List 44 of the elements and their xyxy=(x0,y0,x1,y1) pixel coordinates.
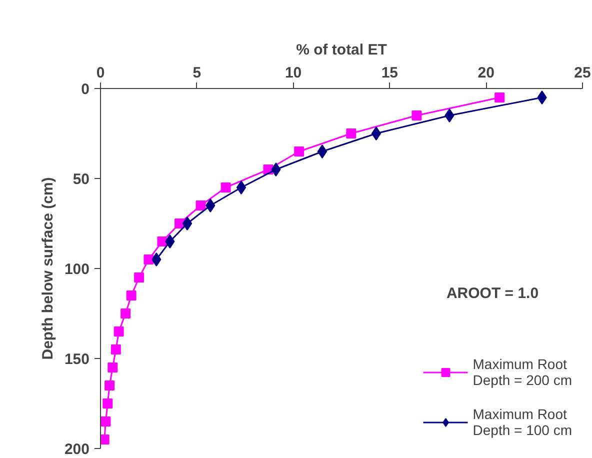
x-tick-label: 20 xyxy=(478,64,494,82)
point xyxy=(206,198,216,212)
point xyxy=(110,344,121,354)
y-tick-label: 150 xyxy=(64,351,90,368)
point xyxy=(494,92,505,102)
x-axis-title: % of total ET xyxy=(296,42,387,58)
x-tick-label: 15 xyxy=(381,64,398,82)
y-axis-title: Depth below surface (cm) xyxy=(39,177,56,360)
point xyxy=(412,110,422,120)
legend-label: Maximum Root Depth = 200 cm xyxy=(472,356,572,388)
point xyxy=(144,254,154,264)
legend-label: Maximum Root Depth = 100 cm xyxy=(472,406,572,438)
point xyxy=(100,416,111,426)
y-tick-label: 200 xyxy=(64,441,90,458)
point xyxy=(271,162,281,176)
point xyxy=(294,146,304,156)
y-tick-label: 0 xyxy=(81,81,90,98)
x-tick-label: 0 xyxy=(96,64,105,82)
point xyxy=(537,90,547,104)
point xyxy=(100,434,110,444)
point xyxy=(165,234,175,248)
x-tick-label: 5 xyxy=(192,64,202,82)
point xyxy=(134,272,144,282)
point xyxy=(152,252,162,266)
point xyxy=(126,290,136,300)
point xyxy=(108,362,118,372)
y-tick-label: 50 xyxy=(72,171,90,188)
point xyxy=(182,216,192,230)
x-tick-label: 10 xyxy=(284,64,302,82)
point xyxy=(120,308,131,318)
point xyxy=(157,236,168,246)
point xyxy=(102,398,113,408)
point xyxy=(346,128,356,138)
x-tick-label: 25 xyxy=(574,64,591,82)
point xyxy=(196,200,206,210)
annotation: AROOT = 1.0 xyxy=(446,285,539,302)
point xyxy=(104,380,115,390)
point xyxy=(220,182,231,192)
y-tick-label: 100 xyxy=(64,261,90,278)
point xyxy=(444,108,454,122)
point xyxy=(371,126,382,140)
point xyxy=(236,180,246,194)
point xyxy=(317,144,328,158)
point xyxy=(114,326,124,336)
